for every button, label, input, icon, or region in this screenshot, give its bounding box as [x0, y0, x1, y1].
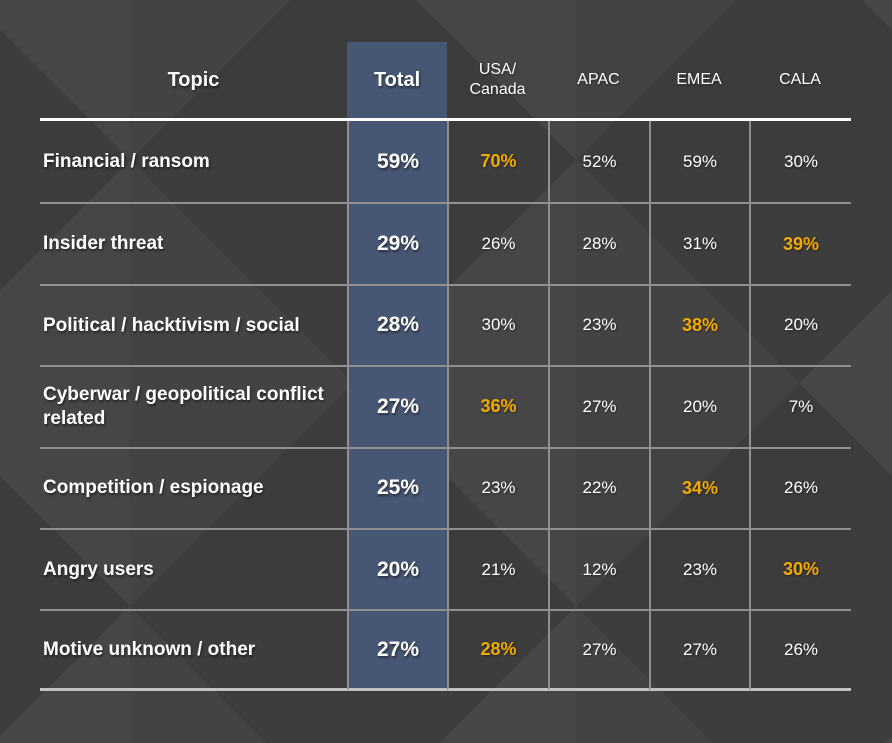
total-value: 25%	[347, 446, 447, 528]
motivation-by-region-table: Topic Total USA/ Canada APAC EMEA CALA F…	[40, 42, 851, 691]
region-value-emea: 34%	[649, 446, 749, 528]
region-value-apac: 12%	[548, 527, 649, 610]
total-value: 29%	[347, 202, 447, 284]
region-value-usa-canada: 21%	[447, 527, 548, 610]
region-value-usa-canada: 30%	[447, 283, 548, 366]
topic-label: Cyberwar / geopolitical conflict related	[40, 365, 347, 446]
column-header-topic: Topic	[40, 42, 347, 121]
region-value-cala: 26%	[749, 609, 851, 691]
region-value-apac: 23%	[548, 283, 649, 366]
column-header-apac: APAC	[548, 42, 649, 121]
total-value: 27%	[347, 609, 447, 691]
region-value-cala: 39%	[749, 202, 851, 284]
region-value-cala: 30%	[749, 527, 851, 610]
region-value-apac: 52%	[548, 121, 649, 203]
column-header-emea: EMEA	[649, 42, 749, 121]
column-header-usa-canada: USA/ Canada	[447, 42, 548, 121]
total-value: 28%	[347, 283, 447, 366]
region-value-cala: 30%	[749, 121, 851, 203]
topic-label: Angry users	[40, 527, 347, 609]
region-value-emea: 20%	[649, 365, 749, 447]
total-value: 59%	[347, 121, 447, 203]
region-value-apac: 22%	[548, 446, 649, 528]
column-header-cala: CALA	[749, 42, 851, 121]
region-value-usa-canada: 36%	[447, 365, 548, 447]
region-value-emea: 31%	[649, 202, 749, 284]
region-value-apac: 27%	[548, 609, 649, 691]
region-value-usa-canada: 26%	[447, 202, 548, 284]
topic-label: Financial / ransom	[43, 150, 210, 172]
region-value-usa-canada: 28%	[447, 609, 548, 691]
topic-label: Competition / espionage	[40, 446, 347, 528]
region-value-cala: 7%	[749, 365, 851, 447]
region-value-usa-canada: 70%	[447, 121, 548, 203]
region-value-emea: 38%	[649, 283, 749, 366]
region-value-apac: 27%	[548, 365, 649, 447]
region-value-cala: 20%	[749, 283, 851, 366]
region-value-emea: 59%	[649, 121, 749, 203]
region-value-cala: 26%	[749, 446, 851, 528]
region-value-apac: 28%	[548, 202, 649, 284]
topic-label: Political / hacktivism / social	[40, 283, 347, 365]
region-value-emea: 27%	[649, 609, 749, 691]
topic-label: Insider threat	[40, 202, 347, 283]
total-value: 20%	[347, 527, 447, 610]
total-value: 27%	[347, 365, 447, 447]
column-header-total: Total	[347, 42, 447, 121]
region-value-usa-canada: 23%	[447, 446, 548, 528]
topic-label: Motive unknown / other	[40, 609, 347, 691]
region-value-emea: 23%	[649, 527, 749, 610]
